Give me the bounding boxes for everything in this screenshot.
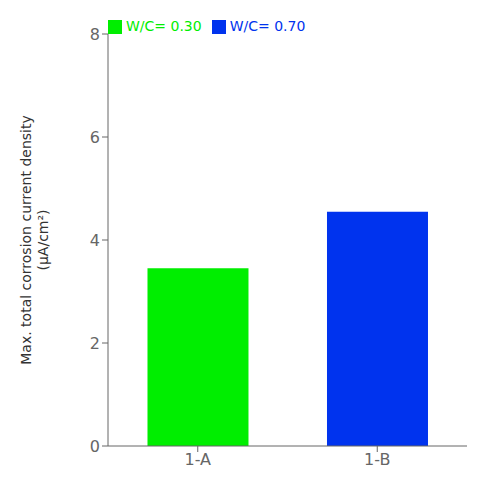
svg-text:2: 2	[90, 334, 100, 353]
html-text:W/C= 0.30: W/C= 0.30	[126, 18, 202, 34]
svg-text:6: 6	[90, 128, 100, 147]
svg-text:Max. total corrosion current d: Max. total corrosion current density(μA/…	[18, 115, 51, 364]
html-text:W/C= 0.70: W/C= 0.70	[229, 18, 306, 34]
svg-text:0: 0	[90, 437, 100, 456]
svg-text:8: 8	[90, 25, 100, 44]
svg-text:4: 4	[90, 231, 100, 250]
svg-text:1-A: 1-A	[184, 450, 211, 469]
svg-text:1-B: 1-B	[364, 450, 390, 469]
